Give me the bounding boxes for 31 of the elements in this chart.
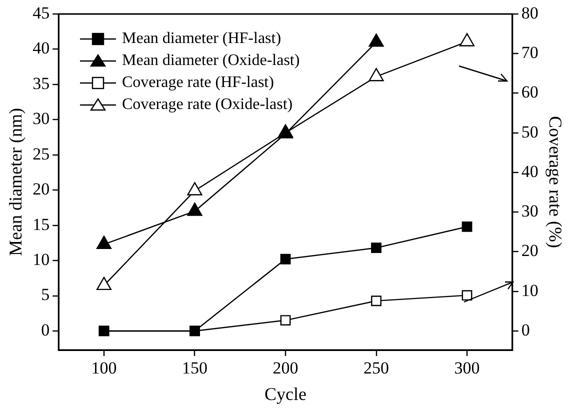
y-tick-label: 45 — [32, 3, 50, 22]
legend-label: Mean diameter (HF-last) — [122, 30, 282, 47]
y-tick-label: 25 — [32, 144, 50, 164]
y-tick-label: 40 — [32, 38, 50, 58]
x-tick-label: 250 — [364, 358, 390, 378]
y-tick-label: 10 — [32, 250, 50, 270]
y2-axis-title: Coverage rate (%) — [545, 116, 566, 248]
y2-tick-label: 40 — [521, 162, 538, 181]
y-tick-label: 15 — [32, 214, 50, 234]
y2-tick-label: 20 — [521, 241, 538, 260]
y2-tick-label: 50 — [521, 122, 538, 142]
y-tick-label: 20 — [32, 180, 50, 199]
legend-label: Coverage rate (Oxide-last) — [122, 96, 293, 113]
y2-tick-label: 70 — [521, 43, 538, 62]
y-tick-label: 0 — [41, 320, 50, 340]
y-tick-label: 35 — [32, 74, 50, 93]
legend-label: Coverage rate (HF-last) — [122, 74, 274, 91]
y2-tick-label: 0 — [521, 320, 530, 340]
x-tick-label: 100 — [91, 358, 117, 378]
y-tick-label: 5 — [41, 285, 50, 304]
y-axis-title: Mean diameter (nm) — [6, 108, 26, 256]
x-tick-label: 300 — [454, 358, 480, 378]
x-tick-label: 200 — [272, 358, 298, 378]
y2-tick-label: 60 — [521, 82, 538, 102]
y2-tick-label: 80 — [521, 3, 538, 22]
legend-label: Mean diameter (Oxide-last) — [122, 52, 300, 69]
y2-tick-label: 30 — [521, 202, 538, 221]
x-tick-label: 150 — [182, 358, 208, 378]
x-axis-title: Cycle — [264, 384, 306, 404]
y-tick-label: 30 — [32, 109, 50, 128]
y2-tick-label: 10 — [521, 280, 538, 300]
